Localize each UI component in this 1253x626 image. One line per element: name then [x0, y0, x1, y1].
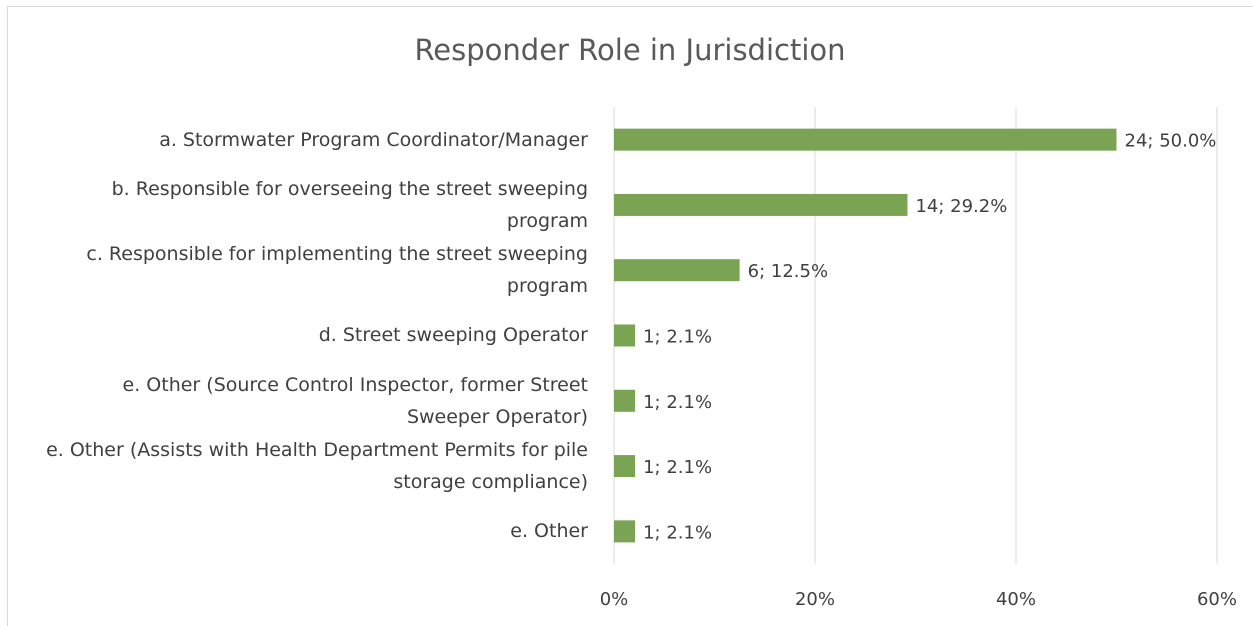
data-label: 1; 2.1% — [643, 392, 712, 413]
y-tick-label: e. Other — [510, 520, 588, 543]
bar — [614, 324, 636, 347]
y-tick-label: e. Other (Assists with Health Department… — [46, 439, 588, 494]
x-tick-label: 20% — [795, 589, 835, 610]
x-tick-label: 60% — [1197, 589, 1237, 610]
data-label: 14; 29.2% — [915, 196, 1007, 217]
y-tick-label: b. Responsible for overseeing the street… — [111, 177, 588, 232]
x-tick-label: 40% — [996, 589, 1036, 610]
y-tick-label: d. Street sweeping Operator — [318, 324, 588, 347]
y-tick-label: c. Responsible for implementing the stre… — [86, 243, 588, 298]
y-tick-label: a. Stormwater Program Coordinator/Manage… — [159, 128, 588, 151]
bar — [614, 128, 1117, 151]
data-label: 24; 50.0% — [1125, 131, 1217, 152]
data-label: 1; 2.1% — [643, 327, 712, 348]
bar — [614, 455, 636, 478]
bar — [614, 389, 636, 412]
data-label: 1; 2.1% — [643, 457, 712, 478]
bar — [614, 193, 908, 216]
chart-border — [7, 6, 1253, 626]
bar — [614, 520, 636, 543]
data-label: 1; 2.1% — [643, 522, 712, 543]
x-tick-label: 0% — [600, 589, 629, 610]
chart-title: Responder Role in Jurisdiction — [414, 33, 845, 67]
data-label: 6; 12.5% — [748, 261, 828, 282]
y-tick-label: e. Other (Source Control Inspector, form… — [122, 373, 588, 428]
bar — [614, 259, 740, 282]
